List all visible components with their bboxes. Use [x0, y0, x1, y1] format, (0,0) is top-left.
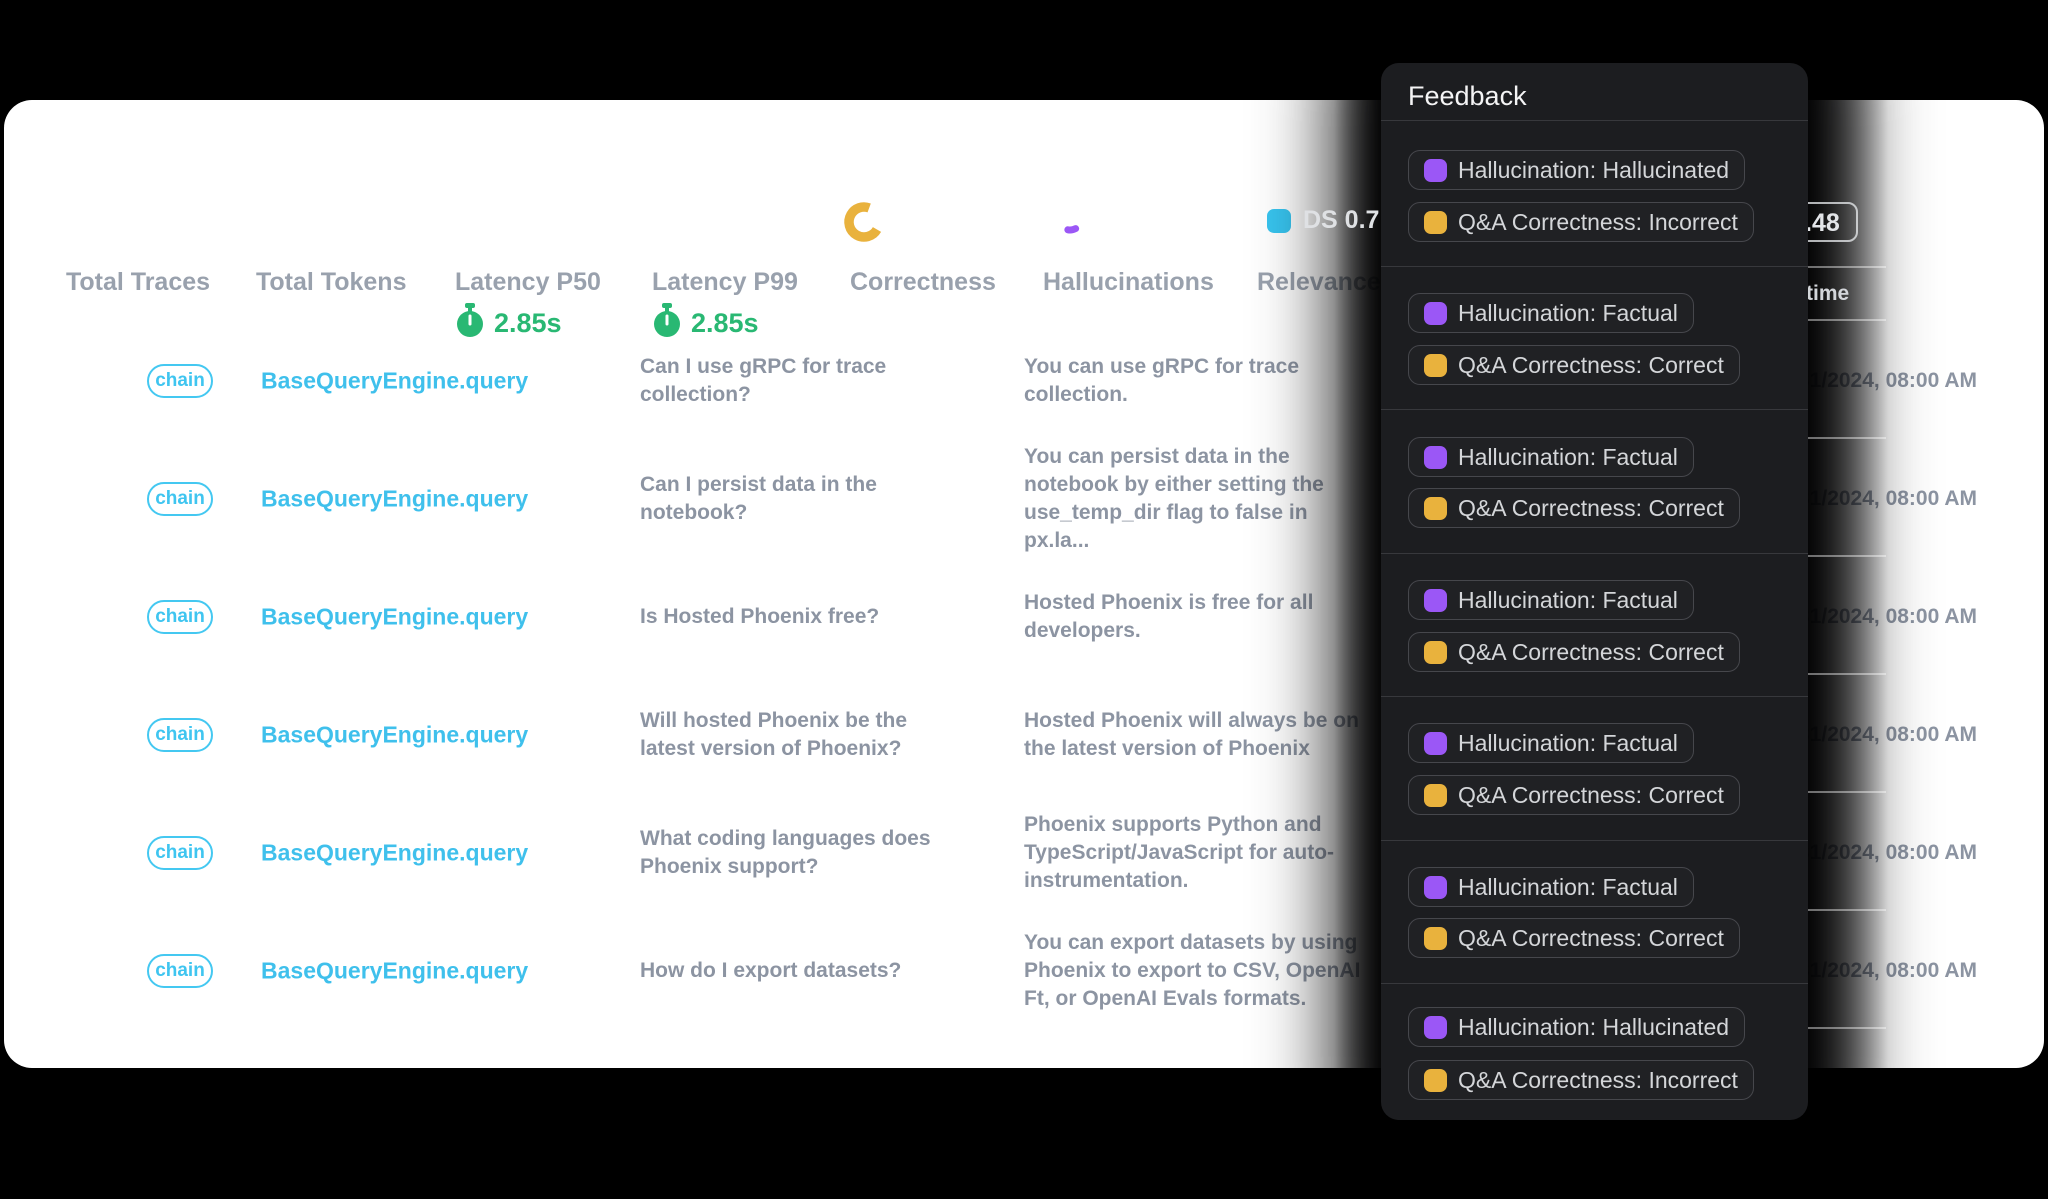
feedback-pill-qa-correctness[interactable]: Q&A Correctness: Correct — [1408, 488, 1740, 528]
qa-correctness-swatch-icon — [1424, 783, 1447, 807]
divider — [1381, 553, 1808, 554]
column-header-relevance: Relevance — [1257, 268, 1381, 296]
row-divider — [1796, 437, 1886, 439]
output-text: Phoenix supports Python and TypeScript/J… — [1024, 813, 1335, 892]
divider — [1796, 319, 1886, 321]
feedback-pill-qa-correctness[interactable]: Q&A Correctness: Correct — [1408, 918, 1740, 958]
input-text: What coding languages does Phoenix suppo… — [640, 827, 931, 878]
feedback-pill-qa-correctness[interactable]: Q&A Correctness: Correct — [1408, 345, 1740, 385]
row-divider — [1796, 909, 1886, 911]
divider — [1796, 266, 1886, 268]
relevance-score-value: DS 0.7 — [1303, 206, 1380, 234]
row-divider — [1796, 1027, 1886, 1029]
eval-summary-value: .48 — [1805, 209, 1840, 237]
feedback-pill-hallucination[interactable]: Hallucination: Factual — [1408, 437, 1694, 477]
output-text: You can export datasets by using Phoenix… — [1024, 931, 1361, 1010]
feedback-pill-hallucination[interactable]: Hallucination: Factual — [1408, 293, 1694, 333]
latency-p50-metric: 2.85s — [455, 303, 562, 344]
hallucination-swatch-icon — [1424, 731, 1447, 755]
feedback-pill-qa-correctness[interactable]: Q&A Correctness: Incorrect — [1408, 202, 1754, 242]
start-time: 31/2024, 08:00 AM — [1798, 841, 1978, 864]
divider — [1381, 840, 1808, 841]
column-header-latency-p50: Latency P50 — [455, 268, 601, 296]
start-time: 31/2024, 08:00 AM — [1798, 723, 1978, 746]
kind-badge: chain — [147, 718, 213, 752]
table-row[interactable]: chain BaseQueryEngine.query What coding … — [4, 794, 2044, 912]
popover-title: Feedback — [1408, 81, 1527, 111]
hallucination-swatch-icon — [1424, 1015, 1447, 1039]
arc-gauge-icon — [842, 200, 886, 249]
square-swatch-icon — [1267, 209, 1291, 233]
column-header-latency-p99: Latency P99 — [652, 268, 798, 296]
qa-correctness-swatch-icon — [1424, 496, 1447, 520]
qa-correctness-swatch-icon — [1424, 210, 1447, 234]
input-text: Can I use gRPC for trace collection? — [640, 355, 887, 406]
input-text: Can I persist data in the notebook? — [640, 473, 877, 524]
span-name-link[interactable]: BaseQueryEngine.query — [261, 367, 529, 394]
kind-badge: chain — [147, 364, 213, 398]
output-text: You can persist data in the notebook by … — [1024, 445, 1324, 552]
output-text: You can use gRPC for trace collection. — [1024, 355, 1300, 406]
kind-badge: chain — [147, 482, 213, 516]
feedback-pill-hallucination[interactable]: Hallucination: Factual — [1408, 867, 1694, 907]
span-name-link[interactable]: BaseQueryEngine.query — [261, 485, 529, 512]
span-name-link[interactable]: BaseQueryEngine.query — [261, 603, 529, 630]
column-header-total-traces: Total Traces — [66, 268, 211, 296]
input-text: How do I export datasets? — [640, 959, 902, 982]
output-text: Hosted Phoenix will always be on the lat… — [1024, 709, 1359, 760]
kind-badge: chain — [147, 836, 213, 870]
feedback-pill-hallucination[interactable]: Hallucination: Hallucinated — [1408, 1007, 1746, 1047]
column-header-correctness: Correctness — [850, 268, 996, 296]
latency-p50-value: 2.85s — [494, 308, 562, 338]
divider — [1381, 409, 1808, 410]
divider — [1381, 696, 1808, 697]
start-time: 31/2024, 08:00 AM — [1798, 605, 1978, 628]
hallucination-swatch-icon — [1424, 445, 1447, 469]
table-row[interactable]: chain BaseQueryEngine.query Is Hosted Ph… — [4, 558, 2044, 676]
row-divider — [1796, 791, 1886, 793]
input-text: Will hosted Phoenix be the latest versio… — [640, 709, 908, 760]
feedback-pill-hallucination[interactable]: Hallucination: Factual — [1408, 580, 1694, 620]
stopwatch-icon — [652, 303, 682, 344]
latency-p99-value: 2.85s — [691, 308, 759, 338]
hallucination-swatch-icon — [1424, 588, 1447, 612]
stopwatch-icon — [455, 303, 485, 344]
column-header-hallucinations: Hallucinations — [1043, 268, 1214, 296]
feedback-pill-hallucination[interactable]: Hallucination: Hallucinated — [1408, 150, 1746, 190]
span-name-link[interactable]: BaseQueryEngine.query — [261, 721, 529, 748]
feedback-pill-qa-correctness[interactable]: Q&A Correctness: Correct — [1408, 632, 1740, 672]
output-text: Hosted Phoenix is free for all developer… — [1024, 591, 1314, 642]
column-header-start-time[interactable]: time — [1806, 282, 1850, 305]
divider — [1381, 120, 1808, 121]
hallucination-swatch-icon — [1424, 875, 1447, 899]
feedback-pill-qa-correctness[interactable]: Q&A Correctness: Incorrect — [1408, 1060, 1754, 1100]
arc-sliver-icon — [1054, 202, 1086, 245]
divider — [1381, 983, 1808, 984]
feedback-pill-qa-correctness[interactable]: Q&A Correctness: Correct — [1408, 775, 1740, 815]
qa-correctness-swatch-icon — [1424, 640, 1447, 664]
feedback-pill-hallucination[interactable]: Hallucination: Factual — [1408, 723, 1694, 763]
span-name-link[interactable]: BaseQueryEngine.query — [261, 839, 529, 866]
kind-badge: chain — [147, 600, 213, 634]
hallucination-swatch-icon — [1424, 158, 1447, 182]
latency-p99-metric: 2.85s — [652, 303, 759, 344]
row-divider — [1796, 673, 1886, 675]
qa-correctness-swatch-icon — [1424, 926, 1447, 950]
start-time: 31/2024, 08:00 AM — [1798, 369, 1978, 392]
start-time: 31/2024, 08:00 AM — [1798, 959, 1978, 982]
column-header-total-tokens: Total Tokens — [256, 268, 407, 296]
span-name-link[interactable]: BaseQueryEngine.query — [261, 957, 529, 984]
row-divider — [1796, 555, 1886, 557]
table-row[interactable]: chain BaseQueryEngine.query Will hosted … — [4, 676, 2044, 794]
qa-correctness-swatch-icon — [1424, 353, 1447, 377]
input-text: Is Hosted Phoenix free? — [640, 605, 880, 628]
qa-correctness-swatch-icon — [1424, 1068, 1447, 1092]
start-time: 31/2024, 08:00 AM — [1798, 487, 1978, 510]
divider — [1381, 266, 1808, 267]
feedback-popover: Feedback Hallucination: Hallucinated Q&A… — [1381, 63, 1808, 1120]
kind-badge: chain — [147, 954, 213, 988]
hallucination-swatch-icon — [1424, 301, 1447, 325]
